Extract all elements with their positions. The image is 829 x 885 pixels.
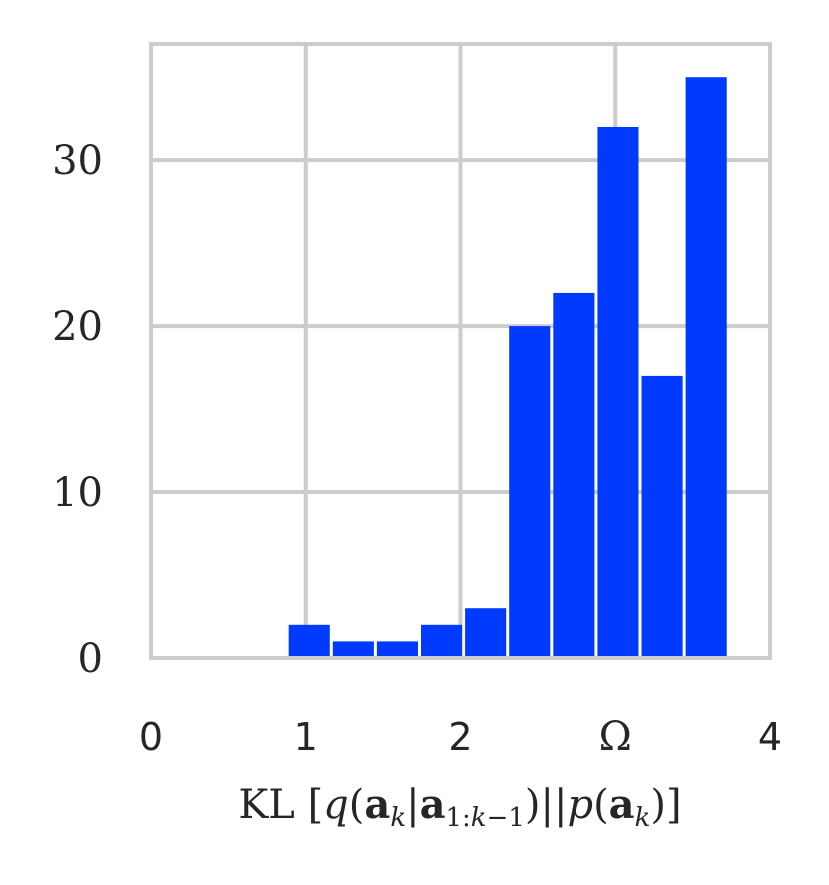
histogram-bar: [420, 624, 463, 658]
histogram-bar: [332, 641, 374, 658]
x-tick-label: 1: [294, 715, 318, 759]
histogram-bar: [553, 292, 595, 658]
histogram-bar: [465, 608, 507, 658]
plot-frame: [149, 42, 772, 660]
histogram-bar: [641, 375, 683, 658]
x-tick-label: 0: [139, 715, 163, 759]
y-tick-label: 30: [52, 138, 103, 184]
histogram-bar: [597, 126, 639, 659]
y-tick-label: 10: [52, 470, 103, 516]
histogram-bar: [376, 641, 418, 658]
x-tick-label: 4: [758, 715, 782, 759]
histogram-bar: [509, 326, 551, 658]
x-tick-label: 2: [448, 715, 472, 759]
x-axis-label: KL [q(ak|a1:k−1)||p(ak)]: [238, 781, 681, 833]
x-tick-label: Ω: [599, 714, 632, 760]
y-tick-label: 0: [78, 636, 103, 682]
histogram-bar: [685, 77, 727, 658]
histogram-bar: [288, 624, 330, 658]
y-tick-label: 20: [52, 304, 103, 350]
y-tick-labels: 0 10 20 30: [52, 138, 103, 682]
bars: [288, 77, 727, 659]
x-tick-labels: 0 1 2 Ω 4: [139, 714, 782, 760]
